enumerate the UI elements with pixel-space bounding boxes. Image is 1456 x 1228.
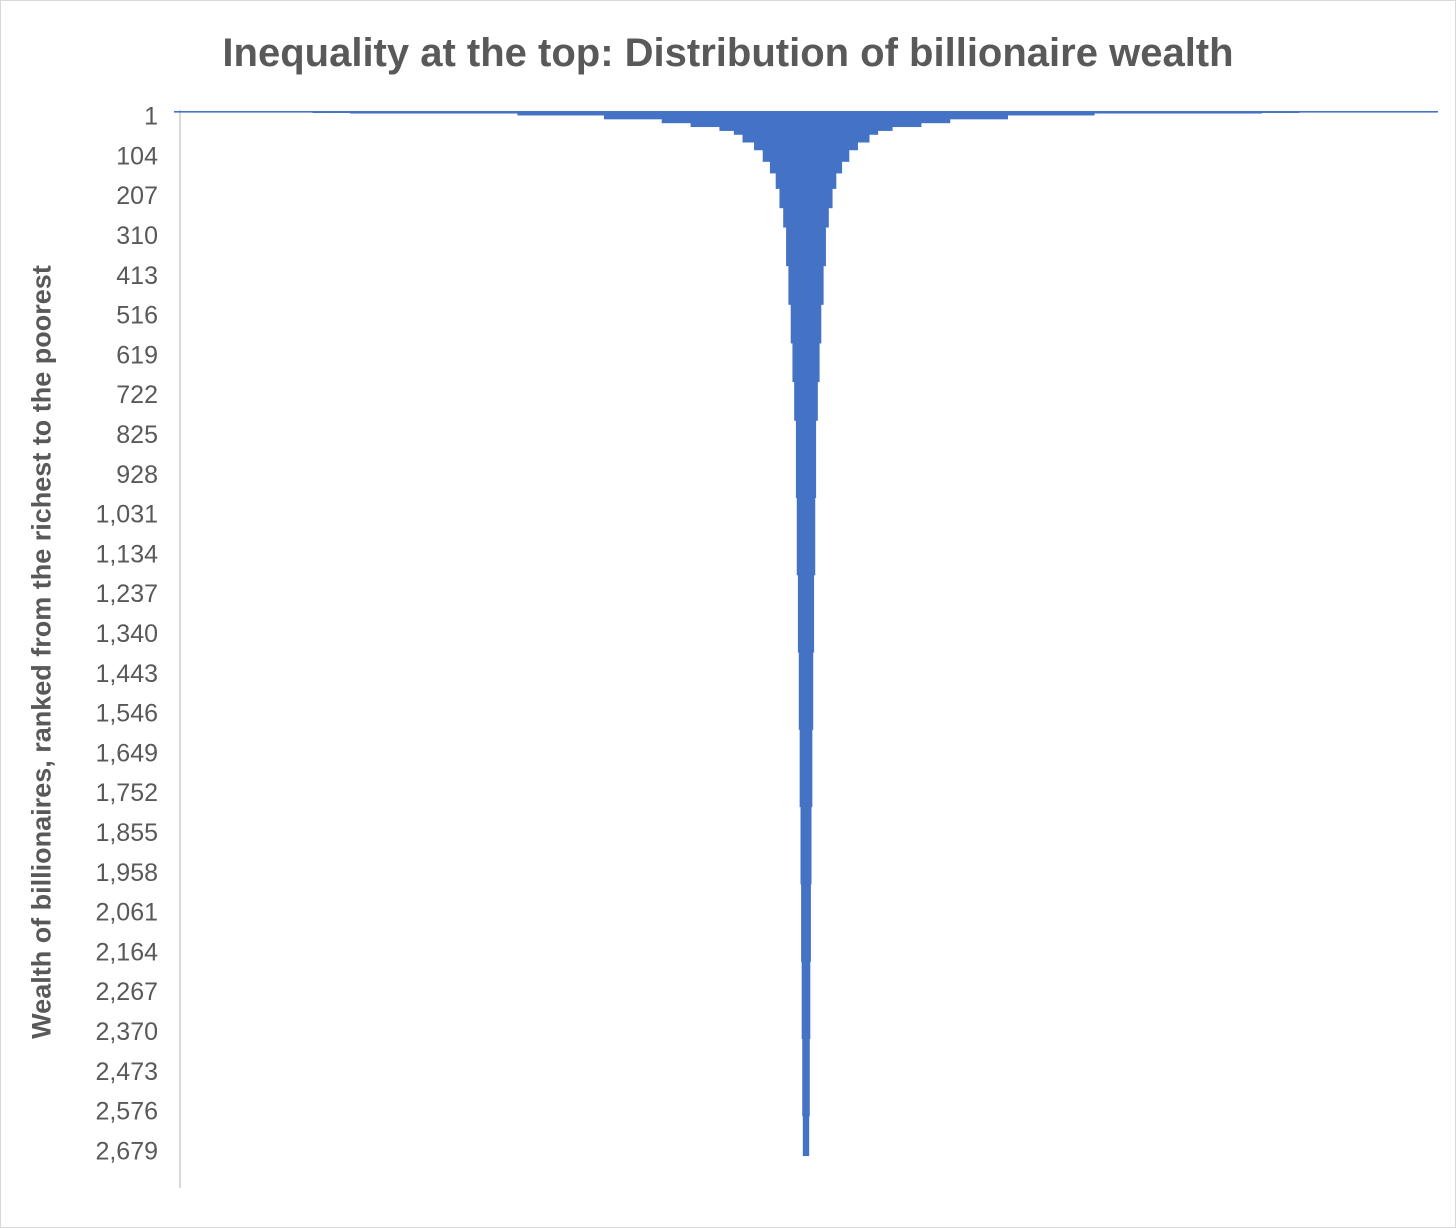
y-tick-label: 619 [116,341,158,369]
y-tick-label: 1,237 [95,580,158,608]
wealth-bar [802,1038,810,1117]
wealth-bar [783,207,829,228]
wealth-bar [762,149,850,162]
wealth-bar [801,883,811,962]
y-tick-label: 413 [116,262,158,290]
wealth-bar [788,265,824,305]
y-tick-labels: 1 104 207 310 413 516 619 722 825 928 1,031 1,134 1,… [95,103,158,1166]
bars-group [174,111,1438,1157]
wealth-bar [792,342,820,383]
wealth-bar [800,806,812,885]
wealth-bar [754,141,858,151]
y-tick-label: 2,473 [95,1058,158,1086]
y-tick-label: 1,134 [95,540,158,568]
wealth-bar [603,114,1009,120]
wealth-bar [799,729,813,808]
wealth-bar [719,126,893,131]
wealth-bar [517,112,1095,116]
wealth-bar [798,651,814,730]
y-tick-label: 1 [144,103,158,131]
wealth-bar [775,172,837,189]
wealth-bar [742,134,870,143]
y-tick-label: 1,752 [95,779,158,807]
y-tick-label: 2,061 [95,899,158,927]
wealth-bar [733,130,879,135]
y-tick-label: 722 [116,381,158,409]
wealth-bar [795,420,817,499]
y-tick-label: 2,267 [95,978,158,1006]
y-tick-label: 310 [116,222,158,250]
y-tick-label: 1,340 [95,620,158,648]
y-tick-label: 516 [116,302,158,330]
wealth-bar [786,226,826,267]
wealth-bar [661,118,951,124]
wealth-bar [690,122,922,128]
wealth-bar [801,961,811,1039]
y-tick-label: 1,855 [95,819,158,847]
y-tick-label: 2,370 [95,1018,158,1046]
wealth-bar [350,111,1262,114]
wealth-bar [779,188,833,209]
wealth-bar [802,1153,810,1157]
y-tick-label: 2,679 [95,1137,158,1165]
y-tick-label: 1,031 [95,501,158,529]
y-tick-label: 2,164 [95,938,158,966]
wealth-bar [790,304,822,344]
y-tick-label: 1,546 [95,700,158,728]
y-tick-label: 1,443 [95,660,158,688]
y-tick-label: 2,576 [95,1098,158,1126]
y-tick-label: 928 [116,461,158,489]
y-tick-label: 104 [116,142,158,170]
wealth-bar [794,381,818,421]
y-tick-label: 825 [116,421,158,449]
y-tick-label: 207 [116,182,158,210]
wealth-bar [802,1115,810,1155]
chart-title: Inequality at the top: Distribution of b… [222,31,1234,75]
wealth-bar [796,497,816,576]
wealth-bar [797,574,815,653]
wealth-bar [769,161,843,174]
y-tick-label: 1,649 [95,739,158,767]
y-tick-label: 1,958 [95,859,158,887]
